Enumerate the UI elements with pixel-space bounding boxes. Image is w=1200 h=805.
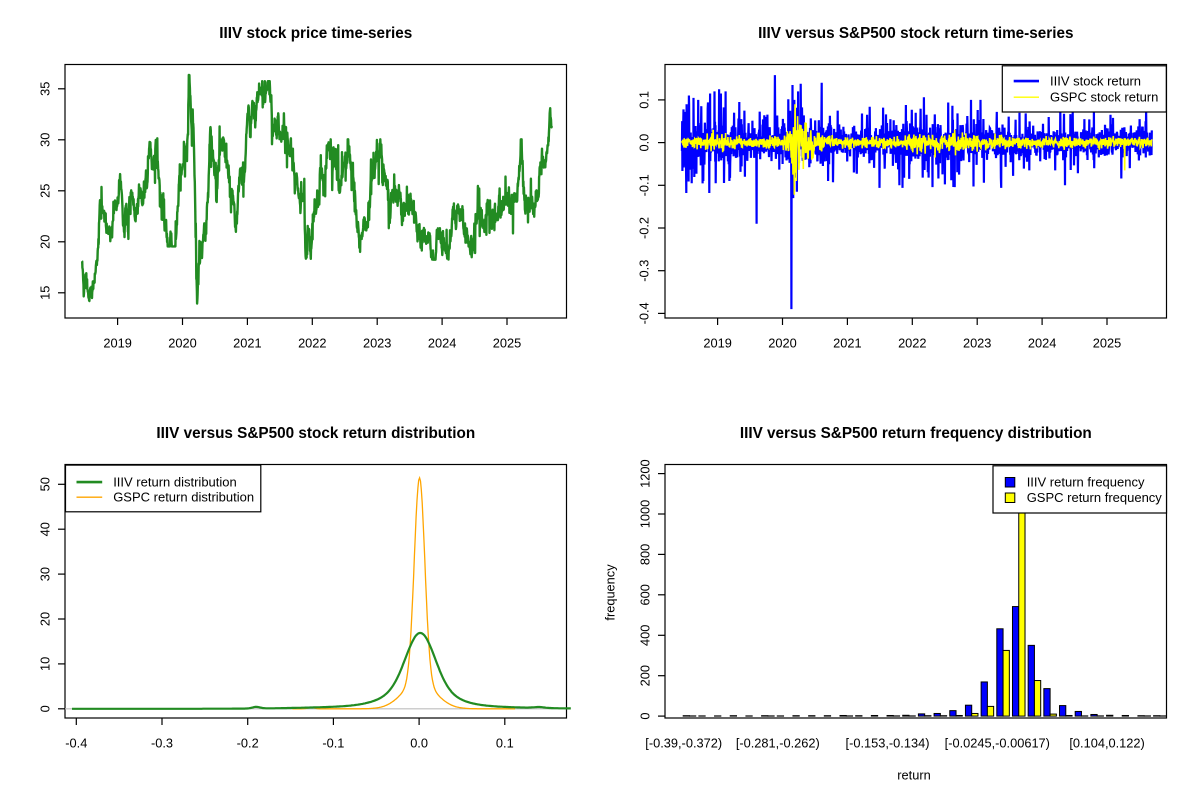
svg-text:IIIV return frequency: IIIV return frequency [1027, 474, 1145, 489]
svg-text:[0.104,0.122): [0.104,0.122) [1069, 736, 1144, 751]
svg-text:200: 200 [638, 665, 653, 686]
svg-text:return: return [897, 768, 930, 783]
svg-text:[-0.39,-0.372): [-0.39,-0.372) [645, 736, 722, 751]
svg-text:IIIV versus S&P500 stock retur: IIIV versus S&P500 stock return time-ser… [758, 25, 1073, 42]
svg-text:0.0: 0.0 [637, 134, 652, 152]
svg-text:GSPC return distribution: GSPC return distribution [113, 489, 254, 504]
svg-text:IIIV stock return: IIIV stock return [1050, 73, 1141, 88]
svg-text:2024: 2024 [1028, 336, 1056, 351]
svg-text:30: 30 [38, 567, 53, 581]
svg-text:25: 25 [38, 184, 53, 198]
svg-text:0: 0 [638, 713, 653, 720]
svg-text:15: 15 [38, 286, 53, 300]
svg-text:2024: 2024 [428, 336, 456, 351]
svg-text:800: 800 [638, 544, 653, 565]
svg-text:2019: 2019 [703, 336, 731, 351]
svg-text:40: 40 [38, 522, 53, 536]
svg-text:2021: 2021 [233, 336, 261, 351]
svg-text:2021: 2021 [833, 336, 861, 351]
svg-text:10: 10 [38, 657, 53, 671]
svg-text:-0.2: -0.2 [237, 736, 259, 751]
svg-text:2025: 2025 [493, 336, 521, 351]
svg-text:frequency: frequency [603, 564, 618, 621]
svg-text:0.0: 0.0 [410, 736, 428, 751]
svg-text:2023: 2023 [363, 336, 391, 351]
svg-text:-0.3: -0.3 [637, 260, 652, 282]
svg-text:GSPC return frequency: GSPC return frequency [1027, 490, 1163, 505]
svg-text:IIIV versus S&P500 stock retur: IIIV versus S&P500 stock return distribu… [156, 425, 475, 442]
svg-text:-0.4: -0.4 [65, 736, 87, 751]
svg-text:2019: 2019 [103, 336, 131, 351]
svg-text:-0.3: -0.3 [151, 736, 173, 751]
svg-text:2025: 2025 [1093, 336, 1121, 351]
svg-text:-0.4: -0.4 [637, 302, 652, 324]
svg-text:[-0.0245,-0.00617): [-0.0245,-0.00617) [945, 736, 1050, 751]
svg-text:400: 400 [638, 625, 653, 646]
svg-text:-0.1: -0.1 [637, 174, 652, 196]
svg-text:2020: 2020 [768, 336, 796, 351]
svg-text:50: 50 [38, 477, 53, 491]
svg-text:2022: 2022 [298, 336, 326, 351]
svg-text:1000: 1000 [638, 500, 653, 528]
svg-text:[-0.281,-0.262): [-0.281,-0.262) [736, 736, 820, 751]
svg-text:600: 600 [638, 584, 653, 605]
svg-text:0.1: 0.1 [496, 736, 514, 751]
svg-text:20: 20 [38, 235, 53, 249]
svg-text:2020: 2020 [168, 336, 196, 351]
svg-text:-0.1: -0.1 [322, 736, 344, 751]
svg-text:-0.2: -0.2 [637, 217, 652, 239]
svg-text:1200: 1200 [638, 459, 653, 487]
svg-text:0: 0 [38, 705, 53, 712]
svg-text:35: 35 [38, 82, 53, 96]
svg-text:GSPC stock return: GSPC stock return [1050, 89, 1158, 104]
svg-text:IIIV return distribution: IIIV return distribution [113, 474, 237, 489]
svg-text:[-0.153,-0.134): [-0.153,-0.134) [846, 736, 930, 751]
svg-text:IIIV versus S&P500 return freq: IIIV versus S&P500 return frequency dist… [740, 425, 1092, 442]
svg-text:2022: 2022 [898, 336, 926, 351]
svg-text:IIIV stock price time-series: IIIV stock price time-series [219, 25, 412, 42]
svg-text:30: 30 [38, 133, 53, 147]
svg-text:2023: 2023 [963, 336, 991, 351]
svg-text:20: 20 [38, 612, 53, 626]
svg-text:0.1: 0.1 [637, 91, 652, 109]
